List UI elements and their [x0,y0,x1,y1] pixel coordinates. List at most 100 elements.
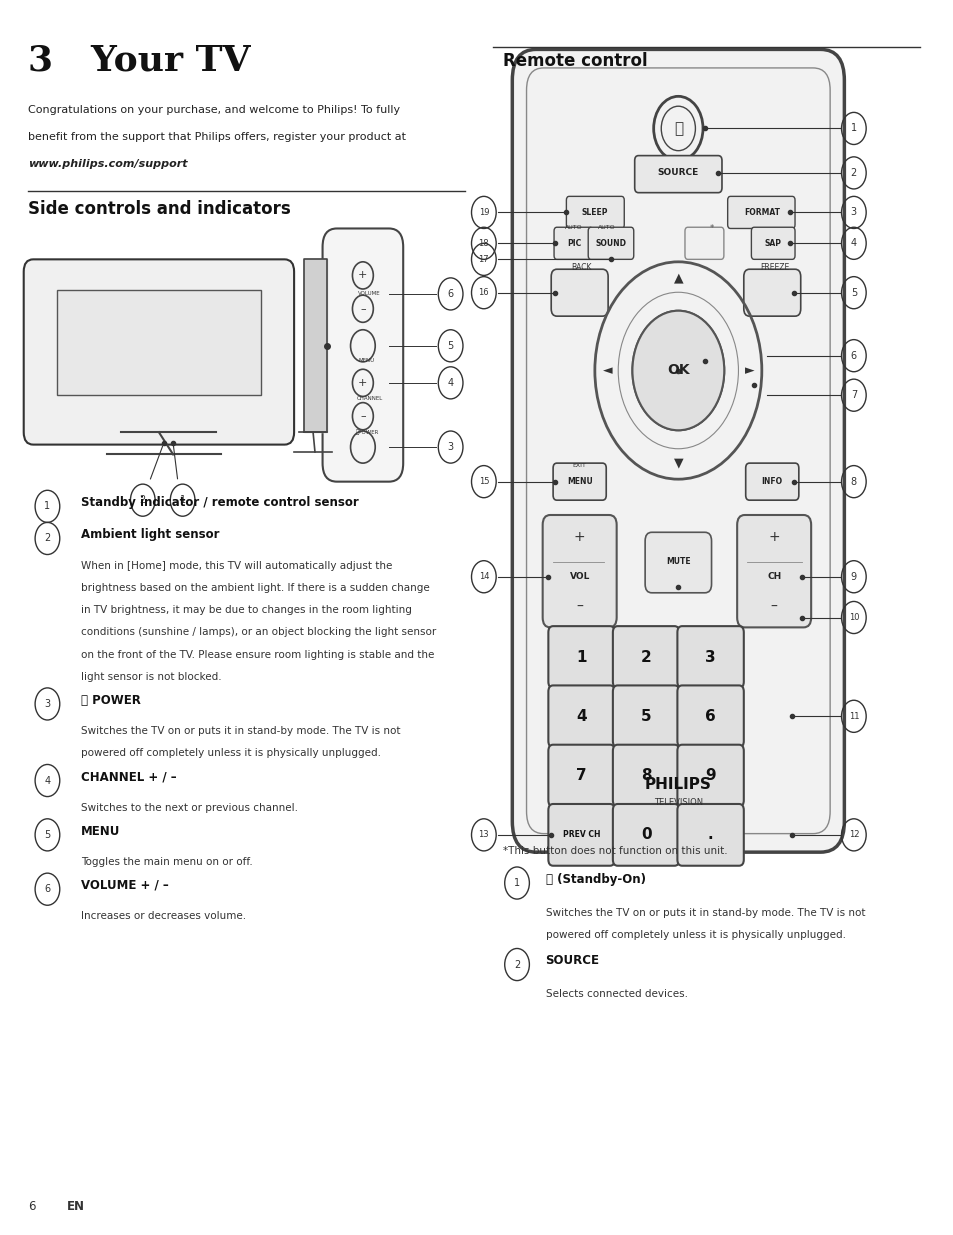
Text: 2: 2 [514,960,519,969]
Text: PREV CH: PREV CH [562,830,599,840]
FancyBboxPatch shape [737,515,810,627]
Text: AUTO: AUTO [564,225,582,230]
Text: 6: 6 [45,884,51,894]
FancyBboxPatch shape [553,463,605,500]
FancyBboxPatch shape [548,804,614,866]
FancyBboxPatch shape [554,227,593,259]
Text: PIC: PIC [566,238,580,248]
Text: powered off completely unless it is physically unplugged.: powered off completely unless it is phys… [545,930,844,940]
Text: 6: 6 [704,709,715,724]
Text: 6: 6 [29,1199,36,1213]
Text: When in [Home] mode, this TV will automatically adjust the: When in [Home] mode, this TV will automa… [81,561,392,571]
Text: Remote control: Remote control [502,52,647,70]
Text: 18: 18 [478,238,489,248]
Text: 14: 14 [478,572,489,582]
Text: Congratulations on your purchase, and welcome to Philips! To fully: Congratulations on your purchase, and we… [29,105,400,115]
Text: 1: 1 [850,124,856,133]
FancyBboxPatch shape [612,685,679,747]
FancyBboxPatch shape [634,156,721,193]
Text: 5: 5 [447,341,454,351]
Text: 4: 4 [576,709,586,724]
FancyBboxPatch shape [745,463,798,500]
Text: SAP: SAP [764,238,781,248]
Text: 2: 2 [44,534,51,543]
Text: –: – [770,599,777,614]
Text: MUTE: MUTE [665,557,690,567]
Text: –: – [359,411,365,421]
Text: VOL: VOL [569,572,589,582]
Text: ►: ► [743,364,753,377]
Text: .: . [707,827,713,842]
Text: VOLUME + / –: VOLUME + / – [81,879,169,892]
Text: 1: 1 [45,501,51,511]
Text: 12: 12 [848,830,859,840]
Text: TELEVISION: TELEVISION [653,798,702,808]
Text: 3: 3 [850,207,856,217]
FancyBboxPatch shape [566,196,623,228]
Text: brightness based on the ambient light. If there is a sudden change: brightness based on the ambient light. I… [81,583,429,593]
Text: Switches the TV on or puts it in stand-by mode. The TV is not: Switches the TV on or puts it in stand-b… [81,726,399,736]
Text: 2: 2 [139,495,146,505]
Text: ▼: ▼ [673,457,682,469]
Text: ◄: ◄ [602,364,612,377]
Text: VOLUME: VOLUME [357,291,380,296]
FancyBboxPatch shape [612,626,679,688]
Text: *This button does not function on this unit.: *This button does not function on this u… [502,846,727,856]
Text: +: + [767,530,780,545]
Text: ⒨ (Standby-On): ⒨ (Standby-On) [545,873,645,885]
Text: 5: 5 [640,709,651,724]
Text: on the front of the TV. Please ensure room lighting is stable and the: on the front of the TV. Please ensure ro… [81,650,434,659]
Text: ⒨POWER: ⒨POWER [355,430,378,435]
Text: 3: 3 [704,650,715,664]
Circle shape [632,311,723,430]
Text: 8: 8 [850,477,856,487]
Text: –: – [576,599,582,614]
Text: ⏻: ⏻ [673,121,682,136]
Text: 0: 0 [640,827,651,842]
FancyBboxPatch shape [743,269,800,316]
Text: 4: 4 [447,378,454,388]
Text: in TV brightness, it may be due to changes in the room lighting: in TV brightness, it may be due to chang… [81,605,411,615]
Text: 1: 1 [514,878,519,888]
Text: Side controls and indicators: Side controls and indicators [29,200,291,219]
Text: +: + [574,530,585,545]
Text: 8: 8 [640,768,651,783]
Polygon shape [303,259,327,432]
Text: CH: CH [766,572,781,582]
Text: 3: 3 [45,699,51,709]
Text: Standby indicator / remote control sensor: Standby indicator / remote control senso… [81,496,358,509]
Text: 6: 6 [447,289,454,299]
Text: 5: 5 [850,288,856,298]
Text: SOUND: SOUND [595,238,626,248]
Text: FORMAT: FORMAT [743,207,779,217]
Text: 2: 2 [640,650,651,664]
Text: –: – [359,304,365,314]
Text: +: + [357,378,367,388]
Text: 3   Your TV: 3 Your TV [29,43,251,78]
FancyBboxPatch shape [548,626,614,688]
Text: Switches to the next or previous channel.: Switches to the next or previous channel… [81,803,297,813]
Text: light sensor is not blocked.: light sensor is not blocked. [81,672,221,682]
FancyBboxPatch shape [677,685,743,747]
FancyBboxPatch shape [542,515,616,627]
Text: powered off completely unless it is physically unplugged.: powered off completely unless it is phys… [81,748,380,758]
Text: 5: 5 [44,830,51,840]
FancyBboxPatch shape [644,532,711,593]
Text: INFO: INFO [760,477,782,487]
Text: SOURCE: SOURCE [657,168,699,178]
Text: AUTO: AUTO [598,225,616,230]
Text: 15: 15 [478,477,489,487]
Text: 6: 6 [850,351,856,361]
Text: 16: 16 [478,288,489,298]
Text: ▲: ▲ [673,272,682,284]
Text: 7: 7 [850,390,856,400]
Text: 11: 11 [848,711,859,721]
Text: 9: 9 [704,768,715,783]
FancyBboxPatch shape [727,196,794,228]
FancyBboxPatch shape [677,626,743,688]
FancyBboxPatch shape [677,745,743,806]
Text: 17: 17 [478,254,489,264]
Text: 4: 4 [850,238,856,248]
FancyBboxPatch shape [551,269,607,316]
Text: MENU: MENU [81,825,120,837]
